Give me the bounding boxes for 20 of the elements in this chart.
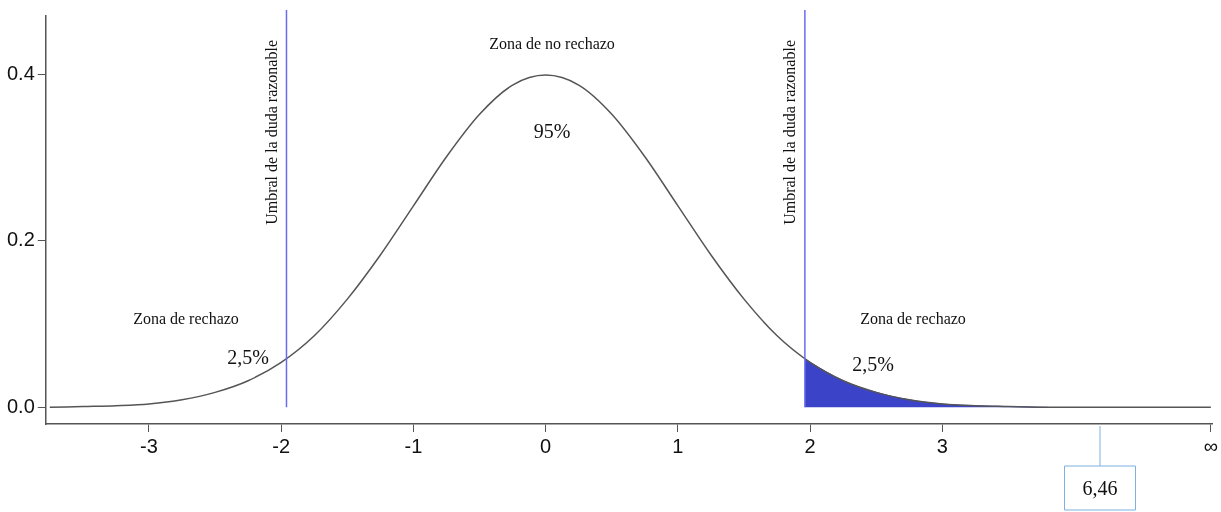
annotation: 2,5% bbox=[852, 353, 894, 376]
annotation: Zona de no rechazo bbox=[489, 35, 615, 53]
annotation: 95% bbox=[533, 120, 571, 143]
annotation: Zona de rechazo bbox=[860, 310, 966, 328]
x-tick-label: ∞ bbox=[1203, 434, 1218, 457]
y-tick-label: 0.0 bbox=[6, 394, 35, 417]
ref-line-label: Umbral de la duda razonable bbox=[262, 40, 280, 225]
text: 6,46 bbox=[1082, 477, 1118, 500]
y-tick-label: 0.2 bbox=[6, 228, 35, 251]
x-tick-label: 1 bbox=[672, 434, 684, 457]
x-tick-label: 0 bbox=[540, 434, 552, 457]
x-tick-label: -1 bbox=[404, 434, 423, 457]
x-tick-label: -2 bbox=[272, 434, 291, 457]
annotation: Zona de rechazo bbox=[133, 310, 239, 328]
x-tick-label: 2 bbox=[804, 434, 816, 457]
annotation: 2,5% bbox=[227, 346, 269, 369]
ref-line-label: Umbral de la duda razonable bbox=[781, 40, 799, 225]
x-tick-label: 3 bbox=[936, 434, 948, 457]
y-tick-label: 0.4 bbox=[6, 61, 35, 84]
x-tick-label: -3 bbox=[140, 434, 158, 457]
